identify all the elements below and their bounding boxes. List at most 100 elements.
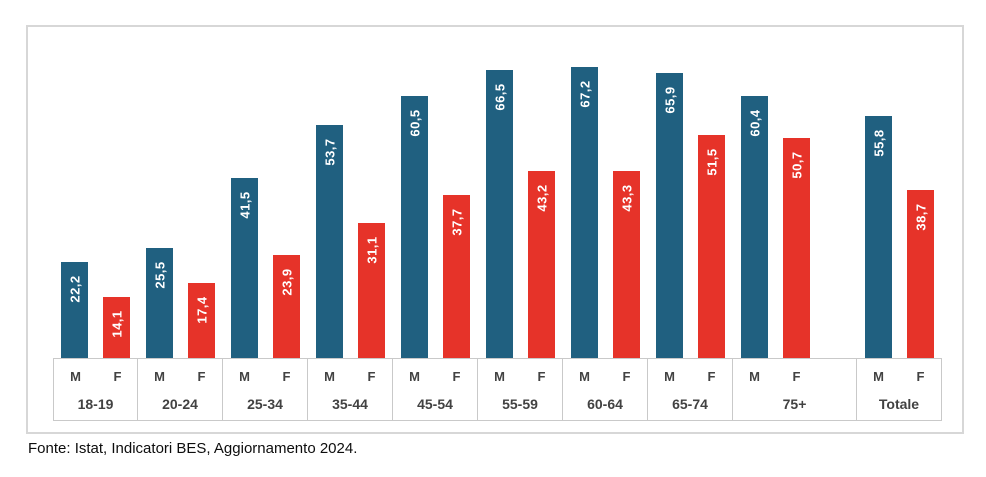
bar-m-25-34: 41,5	[231, 178, 258, 358]
group-75+: 60,4 50,7 M F 75+	[733, 27, 857, 421]
sex-label-m: M	[664, 368, 675, 384]
bar-pair-18-19: 22,2 14,1	[53, 27, 138, 358]
sex-label-f: F	[792, 368, 801, 384]
bar-value-label: 55,8	[871, 129, 886, 157]
group-Totale: 55,8 38,7 M F Totale	[857, 27, 942, 421]
sex-label-m: M	[154, 368, 165, 384]
axis-cell-75+: M F 75+	[733, 358, 857, 421]
bar-value-label: 14,1	[109, 310, 124, 338]
bar-f-45-54: 37,7	[443, 195, 470, 358]
bar-pair-60-64: 67,2 43,3	[563, 27, 648, 358]
bar-m-35-44: 53,7	[316, 125, 343, 358]
plot-area: 22,2 14,1 M F 18-19 25,5 17,4 M F 20-24 41,5 23,9 M F…	[53, 27, 942, 421]
group-20-24: 25,5 17,4 M F 20-24	[138, 27, 223, 421]
group-25-34: 41,5 23,9 M F 25-34	[223, 27, 308, 421]
bar-m-65-74: 65,9	[656, 73, 683, 358]
bar-value-label: 66,5	[492, 83, 507, 111]
bar-pair-25-34: 41,5 23,9	[223, 27, 308, 358]
bar-pair-20-24: 25,5 17,4	[138, 27, 223, 358]
group-65-74: 65,9 51,5 M F 65-74	[648, 27, 733, 421]
group-45-54: 60,5 37,7 M F 45-54	[393, 27, 478, 421]
sex-label-m: M	[579, 368, 590, 384]
bar-m-55-59: 66,5	[486, 70, 513, 358]
axis-cell-35-44: M F 35-44	[308, 358, 393, 421]
bar-f-Totale: 38,7	[907, 190, 934, 358]
bar-m-75+: 60,4	[741, 96, 768, 358]
sex-label-f: F	[282, 368, 291, 384]
category-label: 18-19	[77, 396, 114, 412]
axis-cell-60-64: M F 60-64	[563, 358, 648, 421]
bar-m-45-54: 60,5	[401, 96, 428, 358]
bar-value-label: 65,9	[662, 86, 677, 114]
group-18-19: 22,2 14,1 M F 18-19	[53, 27, 138, 421]
group-55-59: 66,5 43,2 M F 55-59	[478, 27, 563, 421]
sex-label-f: F	[113, 368, 122, 384]
bar-pair-35-44: 53,7 31,1	[308, 27, 393, 358]
category-label: 35-44	[332, 396, 368, 412]
bar-value-label: 17,4	[194, 296, 209, 324]
bar-value-label: 60,5	[407, 109, 422, 137]
sex-label-m: M	[70, 368, 81, 384]
group-60-64: 67,2 43,3 M F 60-64	[563, 27, 648, 421]
sex-label-m: M	[324, 368, 335, 384]
source-note: Fonte: Istat, Indicatori BES, Aggiorname…	[28, 440, 358, 457]
sex-label-f: F	[622, 368, 631, 384]
axis-cell-65-74: M F 65-74	[648, 358, 733, 421]
bar-m-20-24: 25,5	[146, 248, 173, 358]
axis-cell-20-24: M F 20-24	[138, 358, 223, 421]
bar-f-75+: 50,7	[783, 138, 810, 358]
category-label: 45-54	[417, 396, 453, 412]
bar-f-18-19: 14,1	[103, 297, 130, 358]
sex-label-m: M	[239, 368, 250, 384]
bar-value-label: 50,7	[789, 151, 804, 179]
bar-pair-65-74: 65,9 51,5	[648, 27, 733, 358]
bar-value-label: 60,4	[747, 109, 762, 137]
bar-value-label: 37,7	[449, 208, 464, 236]
sex-label-f: F	[452, 368, 461, 384]
sex-label-f: F	[367, 368, 376, 384]
bar-f-25-34: 23,9	[273, 255, 300, 358]
bar-f-35-44: 31,1	[358, 223, 385, 358]
category-label: 20-24	[162, 396, 198, 412]
bar-f-20-24: 17,4	[188, 283, 215, 358]
sex-label-f: F	[197, 368, 206, 384]
group-35-44: 53,7 31,1 M F 35-44	[308, 27, 393, 421]
bar-value-label: 53,7	[322, 138, 337, 166]
axis-cell-Totale: M F Totale	[857, 358, 942, 421]
chart-container: 22,2 14,1 M F 18-19 25,5 17,4 M F 20-24 41,5 23,9 M F…	[26, 25, 964, 434]
sex-label-m: M	[873, 368, 884, 384]
bar-value-label: 25,5	[152, 261, 167, 289]
bar-m-Totale: 55,8	[865, 116, 892, 358]
sex-label-m: M	[494, 368, 505, 384]
bar-f-55-59: 43,2	[528, 171, 555, 358]
category-label: Totale	[878, 396, 920, 412]
bar-pair-55-59: 66,5 43,2	[478, 27, 563, 358]
bar-value-label: 22,2	[67, 275, 82, 303]
sex-label-f: F	[916, 368, 925, 384]
sex-label-f: F	[707, 368, 716, 384]
axis-cell-45-54: M F 45-54	[393, 358, 478, 421]
category-label: 75+	[782, 396, 807, 412]
bar-value-label: 23,9	[279, 268, 294, 296]
axis-cell-25-34: M F 25-34	[223, 358, 308, 421]
bar-value-label: 31,1	[364, 236, 379, 264]
sex-label-m: M	[409, 368, 420, 384]
bar-m-18-19: 22,2	[61, 262, 88, 358]
bar-value-label: 43,3	[619, 184, 634, 212]
category-label: 55-59	[502, 396, 538, 412]
bar-pair-Totale: 55,8 38,7	[857, 27, 942, 358]
bar-f-60-64: 43,3	[613, 171, 640, 358]
bar-pair-45-54: 60,5 37,7	[393, 27, 478, 358]
category-label: 65-74	[672, 396, 708, 412]
bar-value-label: 43,2	[534, 184, 549, 212]
sex-label-m: M	[749, 368, 760, 384]
bar-value-label: 38,7	[913, 203, 928, 231]
